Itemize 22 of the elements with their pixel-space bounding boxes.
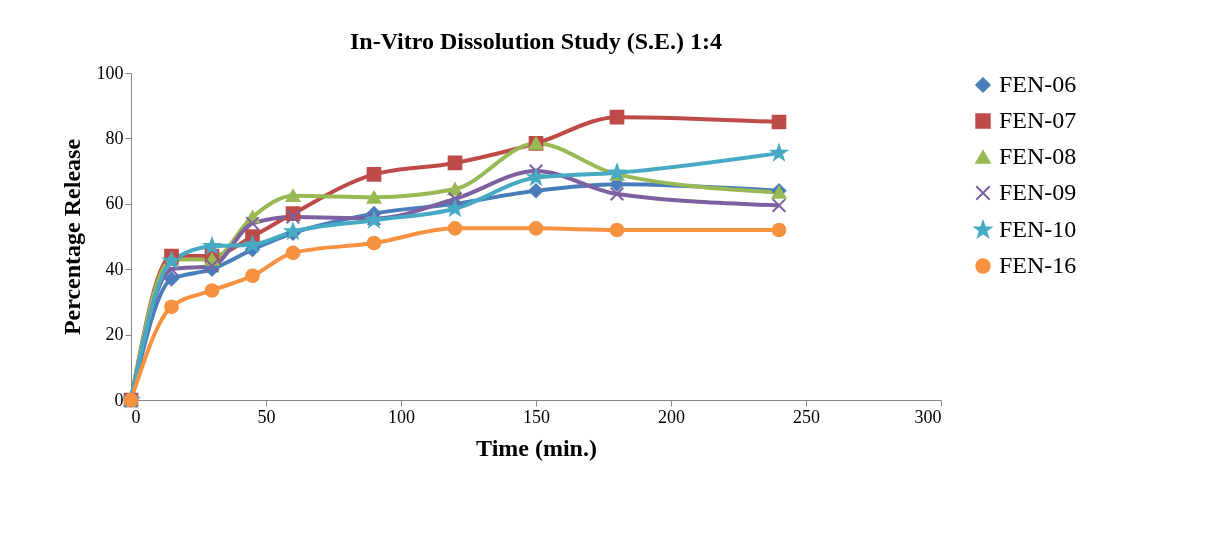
y-tick-label: 100 <box>96 62 124 83</box>
legend-label: FEN-06 <box>999 71 1077 97</box>
x-tick-label: 100 <box>388 406 415 427</box>
x-tick-label: 250 <box>793 406 820 427</box>
y-tick-label: 40 <box>105 258 124 279</box>
legend-label: FEN-16 <box>999 252 1077 278</box>
y-tick-label: 80 <box>105 127 124 148</box>
x-tick-label: 0 <box>131 406 141 427</box>
x-tick-label: 300 <box>914 406 942 427</box>
legend-label: FEN-10 <box>999 216 1077 242</box>
y-axis-title: Percentage Release <box>58 138 85 336</box>
y-tick-label: 0 <box>114 389 124 410</box>
legend-label: FEN-07 <box>999 107 1077 133</box>
x-axis-title: Time (min.) <box>476 434 597 461</box>
legend-label: FEN-09 <box>999 179 1077 205</box>
x-tick-label: 200 <box>658 406 685 427</box>
legend-label: FEN-08 <box>999 143 1077 169</box>
chart-title: In-Vitro Dissolution Study (S.E.) 1:4 <box>349 28 723 54</box>
x-tick-label: 150 <box>523 406 550 427</box>
x-tick-label: 50 <box>257 406 276 427</box>
y-tick-label: 20 <box>105 324 124 345</box>
y-tick-label: 60 <box>105 193 124 214</box>
